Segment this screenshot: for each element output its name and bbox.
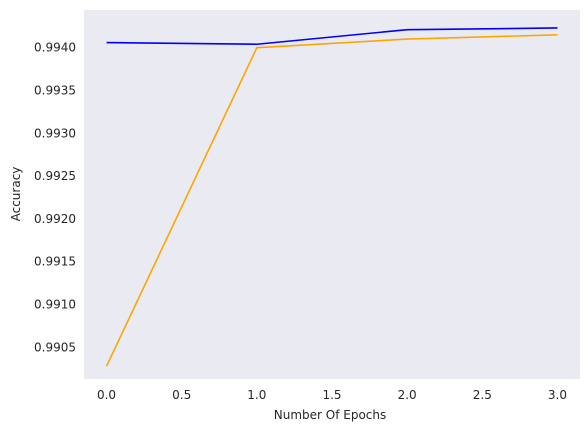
x-tick-label: 0.0 [97, 388, 116, 402]
y-axis-label: Accuracy [9, 167, 23, 222]
x-tick-label: 3.0 [548, 388, 567, 402]
y-tick-label: 0.9940 [34, 41, 76, 55]
y-tick-labels: 0.9905 0.9910 0.9915 0.9920 0.9925 0.9930 0.99… [34, 41, 76, 355]
x-tick-label: 2.5 [473, 388, 492, 402]
x-tick-labels: 0.0 0.5 1.0 1.5 2.0 2.5 3.0 [97, 388, 567, 402]
y-tick-label: 0.9930 [34, 126, 76, 140]
x-axis-label: Number Of Epochs [274, 408, 387, 422]
y-tick-label: 0.9910 [34, 298, 76, 312]
x-tick-label: 1.5 [322, 388, 341, 402]
y-tick-label: 0.9915 [34, 255, 76, 269]
x-tick-label: 2.0 [398, 388, 417, 402]
y-tick-label: 0.9935 [34, 83, 76, 97]
series-line-2 [105, 34, 558, 367]
y-tick-label: 0.9925 [34, 169, 76, 183]
y-tick-label: 0.9920 [34, 212, 76, 226]
x-tick-label: 0.5 [172, 388, 191, 402]
series-line-1 [106, 27, 558, 46]
series-layer [105, 27, 558, 367]
y-tick-label: 0.9905 [34, 340, 76, 354]
x-tick-label: 1.0 [247, 388, 266, 402]
plot-area [84, 10, 580, 379]
